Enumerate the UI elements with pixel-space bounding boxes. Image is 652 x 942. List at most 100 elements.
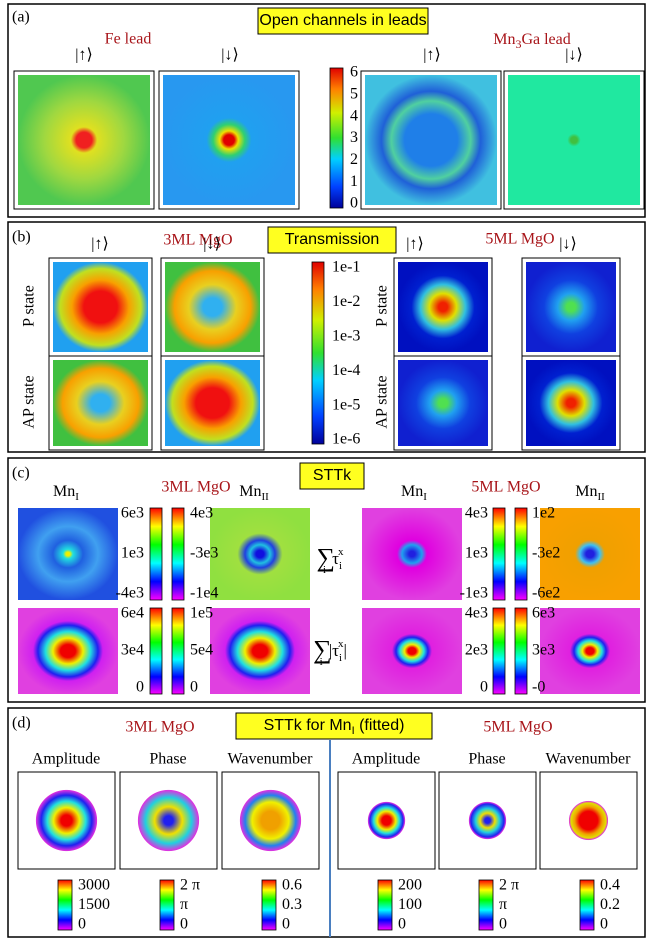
title-box [299, 462, 365, 490]
lead-label: Mn3Ga lead [493, 31, 571, 51]
formula: ∑iτix [316, 543, 344, 576]
colorbar [159, 879, 175, 931]
row-label: AP state [21, 375, 38, 428]
colorbar [171, 507, 185, 601]
heatmap [53, 360, 148, 446]
colorbar-label: 0 [136, 679, 144, 696]
colorbar-label: 0 [180, 916, 188, 933]
colorbar-label: 0.4 [600, 877, 620, 894]
colorbar-label: π [180, 896, 188, 913]
colorbar-label: 1e-1 [332, 259, 360, 276]
heatmap [18, 608, 118, 694]
colorbar [579, 879, 595, 931]
colorbar-label: 4e3 [465, 605, 488, 622]
colorbar-label: 3000 [78, 877, 110, 894]
lead-label: Fe lead [105, 31, 152, 48]
spin-label: |↑⟩ [406, 236, 423, 253]
heatmap [18, 508, 118, 600]
colorbar-label: 1 [350, 173, 358, 190]
panel-frames [7, 3, 646, 938]
colorbar-label: 0.6 [282, 877, 302, 894]
text-part: i [339, 560, 342, 572]
title-box [235, 712, 433, 740]
column-label: MnI [53, 483, 79, 503]
text-part: Mn [239, 483, 261, 500]
colorbar [329, 67, 344, 209]
colorbar [149, 607, 163, 695]
colorbar-label: 2 π [499, 877, 519, 894]
text-part: STTk for Mn [264, 717, 352, 734]
colorbar [492, 507, 506, 601]
colorbar-label: -3e2 [532, 545, 560, 562]
spin-label: |↓⟩ [221, 47, 238, 64]
colorbar [492, 607, 506, 695]
colorbar-label: -0 [532, 679, 545, 696]
colorbar [514, 607, 528, 695]
colorbar-label: 3e4 [121, 642, 144, 659]
group-title: 5ML MgO [471, 479, 540, 496]
colorbar [261, 879, 277, 931]
colorbar-label: -3e3 [190, 545, 218, 562]
text-part: i [323, 564, 326, 576]
heatmap [540, 608, 640, 694]
heatmap [210, 608, 310, 694]
colorbar [311, 261, 325, 445]
heatmap [365, 75, 497, 205]
colorbar-label: 6e4 [121, 605, 144, 622]
panel-title: Transmission [285, 231, 380, 248]
column-label: Phase [149, 751, 186, 768]
text-part: I [423, 491, 427, 503]
spin-label: |↓⟩ [559, 236, 576, 253]
row-label: P state [21, 285, 38, 327]
colorbar-label: 0 [600, 916, 608, 933]
text-part: Ga lead [521, 31, 570, 48]
row-label: AP state [374, 375, 391, 428]
text-part: |τ [329, 641, 339, 660]
colorbar-label: 0 [78, 916, 86, 933]
colorbar-label: 3e3 [532, 642, 555, 659]
panel-label: (a) [12, 9, 30, 26]
colorbar-label: 1e-4 [332, 362, 360, 379]
colorbar-label: 1e3 [121, 545, 144, 562]
colorbar-label: -1e4 [190, 585, 218, 602]
colorbar [171, 607, 185, 695]
colorbar-label: 0 [480, 679, 488, 696]
colorbar-label: 1e-6 [332, 431, 360, 448]
spin-label: |↑⟩ [91, 236, 108, 253]
heatmap [18, 75, 150, 205]
colorbar-label: 100 [398, 896, 422, 913]
panel-label: (d) [12, 715, 31, 732]
heatmap [540, 508, 640, 600]
text-part: x [338, 546, 344, 558]
heatmap [210, 508, 310, 600]
column-label: Amplitude [32, 751, 100, 768]
colorbar-label: 5 [350, 86, 358, 103]
heatmap [508, 75, 640, 205]
colorbar-label: 3 [350, 129, 358, 146]
column-label: MnI [401, 483, 427, 503]
colorbar-label: 1e5 [190, 605, 213, 622]
colorbar-label: 2 [350, 151, 358, 168]
column-label: Amplitude [352, 751, 420, 768]
spin-label: |↓⟩ [565, 47, 582, 64]
colorbar-label: 5e4 [190, 642, 213, 659]
colorbar-label: 0 [190, 679, 198, 696]
title-box [267, 226, 397, 254]
text-part: I [352, 725, 355, 737]
colorbar-label: 0 [398, 916, 406, 933]
colorbar-label: 1e2 [532, 505, 555, 522]
colorbar-label: π [499, 896, 507, 913]
column-label: Phase [468, 751, 505, 768]
spin-label: |↓⟩ [203, 236, 220, 253]
text-part: II [261, 491, 269, 503]
colorbar [57, 879, 73, 931]
group-title: 3ML MgO [125, 719, 194, 736]
text-part: (fitted) [355, 717, 405, 734]
text-part: ∑ [316, 543, 335, 572]
text-part: Mn [493, 31, 515, 48]
column-label: Wavenumber [546, 751, 632, 768]
panel-title: Open channels in leads [259, 12, 426, 29]
text-part: Mn [53, 483, 75, 500]
group-title: 3ML MgO [161, 479, 230, 496]
